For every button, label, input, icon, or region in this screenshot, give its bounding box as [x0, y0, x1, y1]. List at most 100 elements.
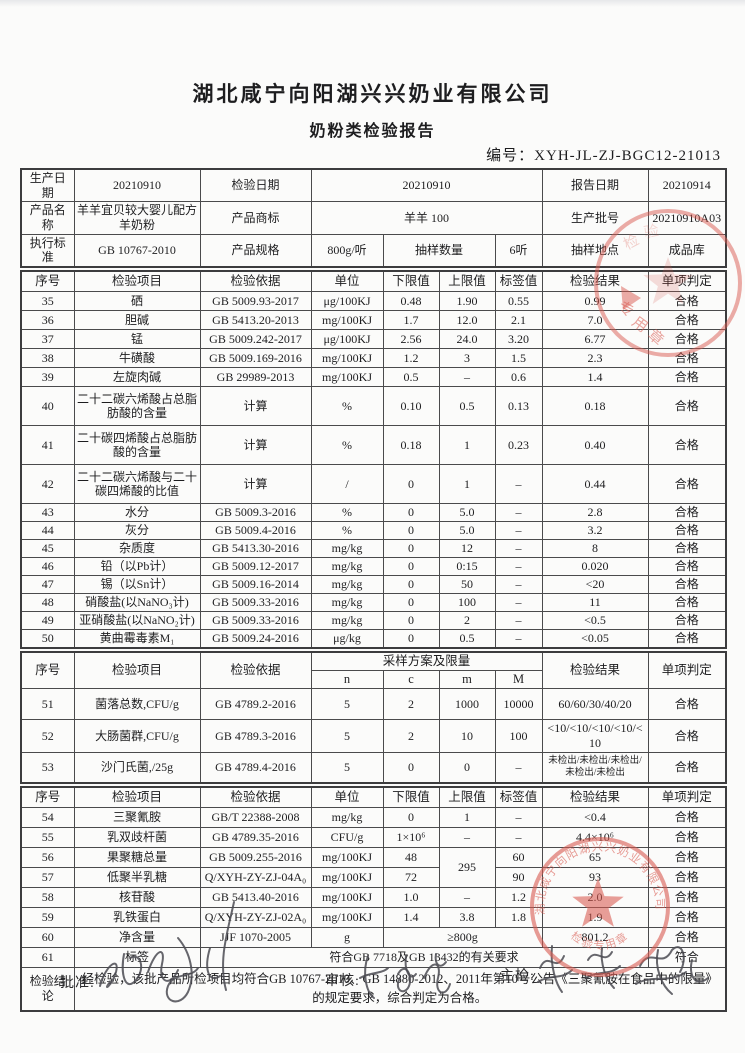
table-cell: 牛磺酸	[73, 348, 201, 369]
table-cell: 0	[382, 611, 440, 631]
table-cell: 抽样地点	[541, 233, 649, 268]
table-cell: GB 5413.20-2013	[199, 310, 312, 331]
column-header: 下限值	[382, 786, 440, 808]
table-cell: 合格	[647, 719, 727, 753]
table-cell: 46	[20, 557, 75, 577]
table-cell: 10000	[494, 688, 543, 721]
table-cell: 24.0	[438, 329, 496, 350]
table-cell: 3.2	[541, 521, 649, 541]
table-cell: μg/100KJ	[310, 329, 384, 350]
table-cell: 72	[382, 866, 440, 888]
table-cell: 48	[382, 846, 440, 868]
table-row: 43 水分 GB 5009.3-2016% 0 5.0–2.8 合格	[20, 503, 727, 523]
table-cell: 40	[20, 386, 75, 427]
column-header: 单位	[310, 786, 384, 808]
table-cell: 55	[20, 826, 75, 848]
table-cell: 报告日期	[541, 168, 649, 203]
table-cell: 0	[438, 751, 496, 784]
table-cell: μg/100KJ	[310, 291, 384, 312]
table-cell: 合格	[647, 539, 727, 559]
table-cell: 乳铁蛋白	[73, 906, 201, 928]
table-cell: 10	[438, 719, 496, 753]
table-cell: 12	[438, 539, 496, 559]
table-cell: 2	[382, 688, 440, 721]
table-cell: mg/100KJ	[310, 367, 384, 388]
table-cell: 0.5	[438, 386, 496, 427]
table-cell: 0	[382, 521, 440, 541]
product-info-table: 生产日期 20210910 检验日期 20210910 报告日期 20210914 产品名称…	[20, 168, 727, 268]
table-cell: 2	[438, 611, 496, 631]
column-header: 检验依据	[199, 786, 312, 808]
table-cell: 1.0	[382, 886, 440, 908]
column-header: 序号	[20, 651, 75, 690]
table-row: 57 低聚半乳糖 Q/XYH-ZY-ZJ-04A₀ mg/100KJ 72 90 93 合格	[20, 866, 727, 888]
table-cell: 47	[20, 575, 75, 595]
table-cell: 二十二碳六烯酸与二十碳四烯酸的比值	[73, 464, 201, 505]
table-cell: %	[310, 425, 384, 466]
star-icon	[643, 257, 693, 304]
column-header: 上限值	[438, 270, 496, 293]
inspection-table-physicochemical: 序号 检验项目 检验依据 单位 下限值 上限值 标签值 检验结果 单项判定 35 硒 GB 5009.…	[20, 269, 727, 649]
table-cell: GB 4789.4-2016	[199, 751, 312, 784]
table-cell: 0.6	[494, 367, 543, 388]
table-cell: 1	[438, 425, 496, 466]
table-cell: 合格	[647, 629, 727, 649]
column-header: 单项判定	[647, 786, 727, 808]
table-cell: 0.48	[382, 291, 440, 312]
table-cell: GB 5009.255-2016	[199, 846, 312, 868]
table-cell: 杂质度	[73, 539, 201, 559]
table-cell: 0.44	[541, 464, 649, 505]
table-cell: 羊羊宜贝较大婴儿配方羊奶粉	[73, 201, 201, 235]
table-cell: 49	[20, 611, 75, 631]
red-seal-stamp-partial: 检 验 专 用 章	[594, 209, 742, 357]
table-cell: 合格	[647, 593, 727, 613]
report-title: 奶粉类检验报告	[309, 123, 436, 140]
table-cell: 羊羊 100	[310, 201, 543, 235]
column-header: n	[310, 670, 384, 690]
table-row: 序号 检验项目 检验依据 采样方案及限量 检验结果 单项判定	[20, 651, 727, 690]
table-cell: 合格	[647, 557, 727, 577]
table-cell: 61	[20, 946, 75, 968]
column-header: 检验项目	[73, 270, 201, 293]
table-cell: JJF 1070-2005	[199, 926, 312, 948]
table-cell: –	[438, 826, 496, 848]
table-cell: 295	[438, 846, 496, 888]
table-cell: 60	[20, 926, 75, 948]
table-cell: 执行标准	[20, 233, 75, 268]
table-cell: GB/T 22388-2008	[199, 806, 312, 828]
table-cell: 2.8	[541, 503, 649, 523]
scanned-report-page: 湖北咸宁向阳湖兴兴奶业有限公司 奶粉类检验报告 编号：XYH-JL-ZJ-BGC…	[20, 82, 728, 1013]
column-header: 标签值	[494, 786, 543, 808]
table-cell: 51	[20, 688, 75, 721]
table-cell: GB 29989-2013	[199, 367, 312, 388]
table-cell: Q/XYH-ZY-ZJ-02A₀	[199, 906, 312, 928]
table-cell: mg/kg	[310, 575, 384, 595]
table-cell: 0:15	[438, 557, 496, 577]
table-cell: 43	[20, 503, 75, 523]
table-cell: 100	[494, 719, 543, 753]
table-cell: 铅（以Pb计）	[73, 557, 201, 577]
table-cell: GB 5009.24-2016	[199, 629, 312, 649]
table-cell: 成品库	[647, 233, 727, 268]
table-cell: 产品规格	[199, 233, 312, 268]
table-row: 产品名称 羊羊宜贝较大婴儿配方羊奶粉 产品商标 羊羊 100 生产批号 20210910A…	[20, 201, 727, 235]
table-cell: mg/kg	[310, 806, 384, 828]
table-cell: 符合GB 7718及GB 13432的有关要求	[199, 946, 649, 968]
table-cell: 1.4	[382, 906, 440, 928]
table-cell: 0.13	[494, 386, 543, 427]
table-cell: GB 5413.30-2016	[199, 539, 312, 559]
table-row: 54 三聚氰胺 GB/T 22388-2008 mg/kg 0 1– <0.4 合格	[20, 806, 727, 828]
stamp-faint-text: 检	[621, 231, 642, 253]
table-cell: GB 5009.33-2016	[199, 611, 312, 631]
table-cell: GB 4789.3-2016	[199, 719, 312, 753]
table-cell: 37	[20, 329, 75, 350]
table-cell: 2.56	[382, 329, 440, 350]
table-cell: 5	[310, 719, 384, 753]
table-cell: mg/kg	[310, 611, 384, 631]
column-header: 序号	[20, 270, 75, 293]
table-cell: 0.18	[541, 386, 649, 427]
table-cell: 合格	[647, 611, 727, 631]
table-cell: 0	[382, 629, 440, 649]
table-cell: μg/kg	[310, 629, 384, 649]
table-cell: GB 5009.3-2016	[199, 503, 312, 523]
